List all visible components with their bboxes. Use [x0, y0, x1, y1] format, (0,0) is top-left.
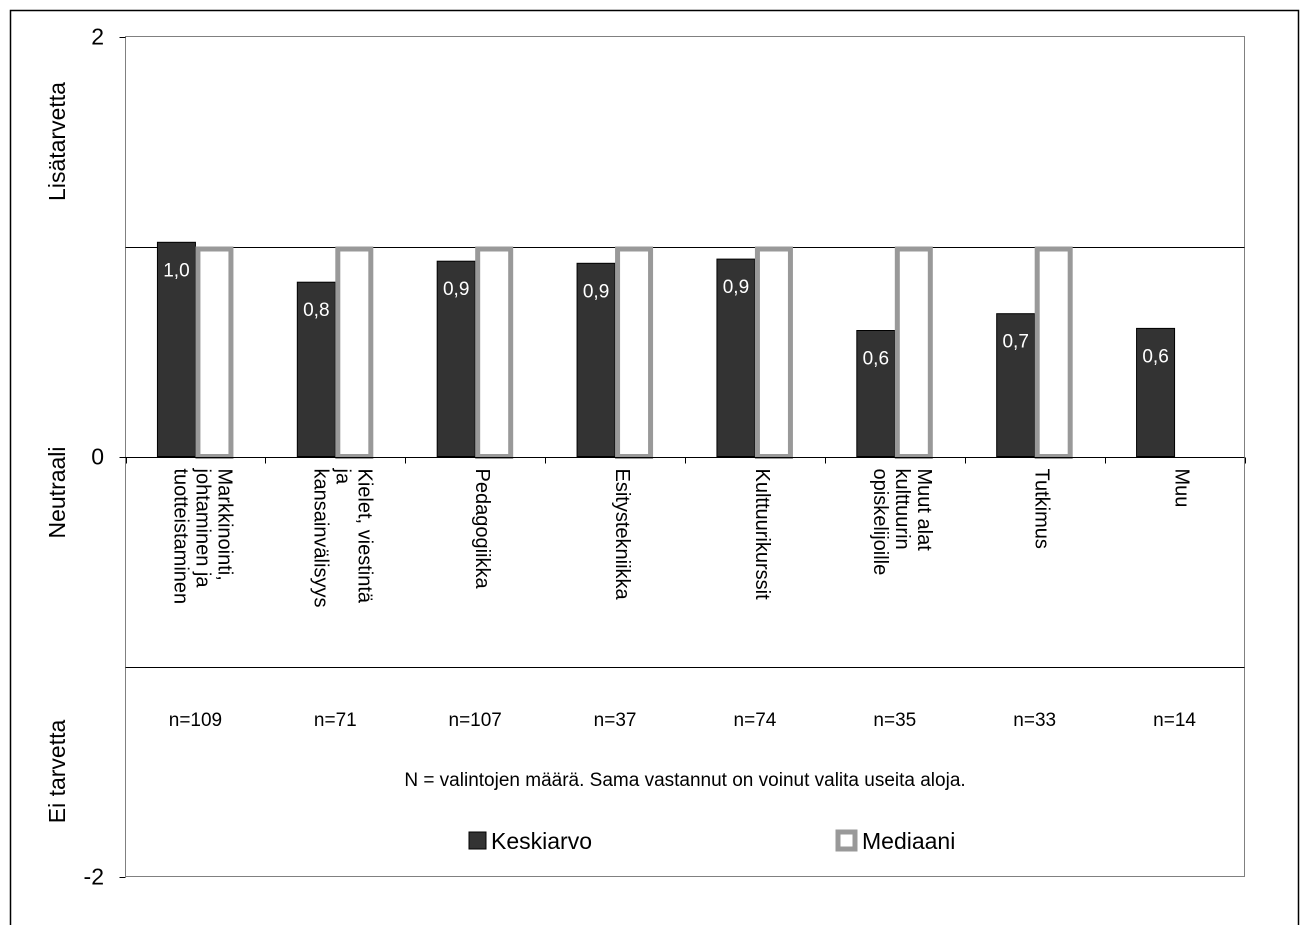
data-label-keskiarvo-4: 0,9 [723, 277, 749, 298]
footnote: N = valintojen määrä. Sama vastannut on … [404, 770, 965, 791]
category-label-line: tuotteistaminen [169, 469, 191, 605]
bar-keskiarvo-3 [576, 262, 616, 457]
y-zone-label-1: Neutraali [44, 446, 70, 538]
n-label-3: n=37 [594, 710, 637, 731]
category-label-line: Muut alat [913, 469, 935, 552]
bar-keskiarvo-0 [156, 241, 196, 457]
category-label-line: ja [331, 468, 353, 485]
category-label-line: Markkinointi, [213, 469, 235, 581]
n-label-5: n=35 [873, 710, 916, 731]
category-label-line: Esitystekniikka [611, 469, 633, 601]
data-label-keskiarvo-0: 1,0 [163, 260, 189, 281]
bar-mediaani-5 [894, 246, 933, 459]
category-label-line: Kulttuurikurssit [751, 469, 773, 601]
bar-keskiarvo-1 [296, 281, 336, 458]
legend-swatch-keskiarvo [468, 831, 487, 850]
bar-keskiarvo-7 [1136, 327, 1176, 457]
legend: Keskiarvo Mediaani [468, 828, 955, 854]
n-label-4: n=74 [734, 710, 777, 731]
n-label-2: n=107 [449, 710, 502, 731]
category-label-line: Kielet, viestintä [353, 469, 375, 604]
category-label-line: kulttuurin [891, 469, 913, 550]
y-tick-label-1: 0 [91, 444, 104, 470]
data-label-keskiarvo-3: 0,9 [583, 281, 609, 302]
data-label-keskiarvo-6: 0,7 [1002, 332, 1028, 353]
bar-mediaani-3 [615, 246, 654, 459]
legend-swatch-mediaani [835, 829, 858, 852]
bar-mediaani-4 [754, 246, 793, 459]
bar-mediaani-1 [335, 246, 374, 459]
data-label-keskiarvo-7: 0,6 [1142, 346, 1168, 367]
category-label-line: kansainvälisyys [309, 469, 331, 608]
category-label-0: Markkinointi,johtaminen jatuotteistamine… [169, 468, 235, 605]
n-label-0: n=109 [169, 710, 222, 731]
category-label-3: Esitystekniikka [611, 469, 633, 601]
bar-mediaani-6 [1034, 246, 1073, 459]
n-label-1: n=71 [314, 710, 357, 731]
bar-mediaani-2 [475, 246, 514, 459]
bar-keskiarvo-4 [716, 258, 756, 457]
y-zone-label-0: Lisätarvetta [44, 82, 70, 201]
n-label-6: n=33 [1013, 710, 1056, 731]
category-label-7: Muu [1171, 469, 1193, 508]
bar-keskiarvo-2 [436, 260, 476, 458]
y-zone-label-2: Ei tarvetta [44, 720, 70, 824]
data-label-keskiarvo-2: 0,9 [443, 279, 469, 300]
y-tick-label-0: 2 [91, 24, 104, 50]
category-label-line: Muu [1171, 469, 1193, 508]
legend-label-keskiarvo: Keskiarvo [491, 828, 592, 854]
bar-keskiarvo-5 [856, 330, 896, 457]
category-label-line: johtaminen ja [191, 468, 213, 589]
category-label-line: Tutkimus [1031, 469, 1053, 549]
category-label-6: Tutkimus [1031, 469, 1053, 549]
plot-area [125, 36, 1245, 877]
data-label-keskiarvo-5: 0,6 [863, 349, 889, 370]
category-label-line: opiskelijoille [869, 469, 891, 576]
data-label-keskiarvo-1: 0,8 [303, 300, 329, 321]
legend-label-mediaani: Mediaani [862, 828, 955, 854]
category-label-4: Kulttuurikurssit [751, 469, 773, 601]
bar-mediaani-0 [195, 246, 234, 459]
category-label-line: Pedagogiikka [471, 469, 493, 590]
category-label-2: Pedagogiikka [471, 469, 493, 590]
n-label-7: n=14 [1153, 710, 1196, 731]
y-tick-label-2: -2 [84, 864, 104, 890]
outer-frame [9, 9, 1300, 925]
